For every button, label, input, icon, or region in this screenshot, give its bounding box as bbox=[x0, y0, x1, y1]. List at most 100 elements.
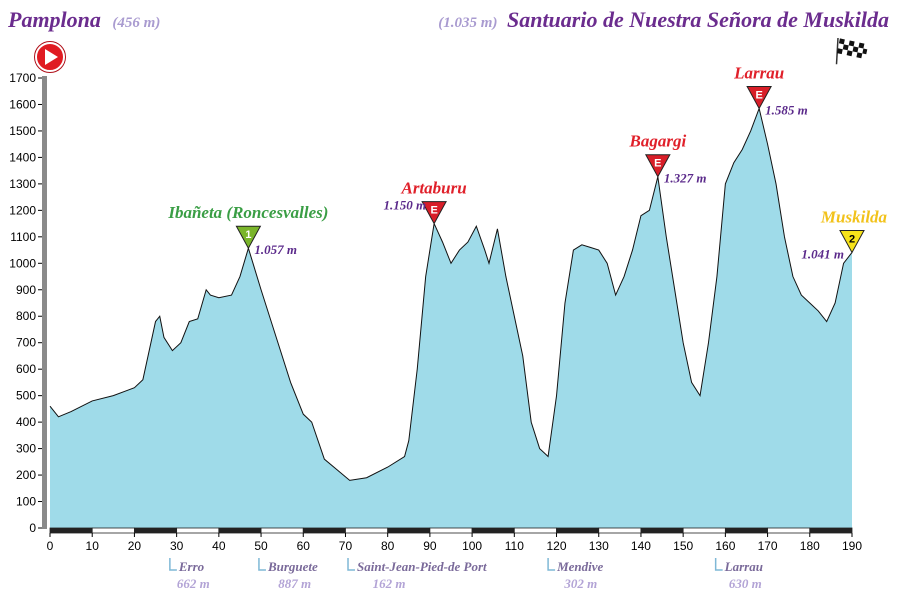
y-tick-label: 500 bbox=[16, 389, 36, 403]
y-tick-label: 1600 bbox=[9, 97, 36, 111]
y-axis-bar bbox=[42, 76, 47, 529]
x-axis-segment bbox=[260, 527, 304, 534]
y-tick-label: 600 bbox=[16, 362, 36, 376]
y-tick-label: 100 bbox=[16, 495, 36, 509]
x-axis-segment bbox=[387, 527, 431, 534]
x-tick-label: 90 bbox=[423, 539, 437, 553]
climb-name: Bagargi bbox=[628, 132, 686, 151]
town-bracket bbox=[714, 558, 723, 571]
climb-elevation: 1.041 m bbox=[801, 246, 844, 261]
x-axis-segment bbox=[176, 527, 220, 534]
x-tick-label: 100 bbox=[462, 539, 482, 553]
x-axis-segment bbox=[767, 527, 811, 534]
x-tick-label: 70 bbox=[339, 539, 353, 553]
town-name: Erro bbox=[178, 559, 205, 574]
climb-category: E bbox=[430, 205, 437, 217]
y-tick-label: 1000 bbox=[9, 256, 36, 270]
town-name: Larrau bbox=[724, 559, 763, 574]
x-tick-label: 190 bbox=[842, 539, 862, 553]
finish-header: (1.035 m) Santuario de Nuestra Señora de… bbox=[438, 7, 889, 32]
climb-name: Larrau bbox=[733, 63, 784, 82]
y-tick-label: 1700 bbox=[9, 71, 36, 85]
town-name: Saint-Jean-Pied-de Port bbox=[357, 559, 487, 574]
x-tick-label: 170 bbox=[758, 539, 778, 553]
x-tick-label: 50 bbox=[254, 539, 268, 553]
y-tick-label: 1300 bbox=[9, 177, 36, 191]
x-axis-segment bbox=[724, 527, 768, 534]
x-tick-label: 160 bbox=[715, 539, 735, 553]
x-axis-segment bbox=[513, 527, 557, 534]
climb-marker bbox=[644, 154, 671, 178]
x-tick-label: 80 bbox=[381, 539, 395, 553]
y-tick-label: 800 bbox=[16, 309, 36, 323]
start-name: Pamplona bbox=[7, 7, 101, 32]
climb-elevation: 1.057 m bbox=[254, 242, 297, 257]
x-axis-segment bbox=[471, 527, 515, 534]
y-tick-label: 400 bbox=[16, 415, 36, 429]
climb-elevation: 1.327 m bbox=[664, 171, 707, 186]
x-tick-label: 140 bbox=[631, 539, 651, 553]
y-tick-label: 1100 bbox=[10, 230, 36, 244]
x-axis-segment bbox=[91, 527, 135, 534]
start-icon bbox=[34, 41, 66, 73]
x-axis-segment bbox=[429, 527, 473, 534]
climb-marker bbox=[746, 85, 772, 110]
x-axis-segment bbox=[682, 527, 726, 534]
y-tick-label: 1400 bbox=[9, 150, 36, 164]
town-elevation: 662 m bbox=[177, 576, 210, 591]
climb-name: Muskilda bbox=[820, 207, 888, 226]
x-axis-segment bbox=[345, 527, 389, 534]
start-header: Pamplona (456 m) bbox=[7, 7, 160, 32]
x-tick-label: 120 bbox=[547, 539, 567, 553]
x-axis-segment bbox=[49, 527, 93, 534]
town-bracket bbox=[547, 558, 556, 571]
town-name: Burguete bbox=[267, 559, 318, 574]
climb-category: 1 bbox=[245, 229, 251, 241]
x-tick-label: 150 bbox=[673, 539, 693, 553]
climb-marker bbox=[235, 225, 262, 250]
climb-category: 2 bbox=[849, 233, 855, 245]
y-tick-label: 900 bbox=[16, 283, 36, 297]
x-tick-label: 180 bbox=[800, 539, 820, 553]
area bbox=[50, 108, 852, 529]
climb-elevation: 1.585 m bbox=[765, 102, 808, 117]
finish-flag bbox=[835, 37, 868, 65]
x-tick-label: 40 bbox=[212, 539, 226, 553]
climb-name: Ibañeta (Roncesvalles) bbox=[167, 203, 328, 222]
y-tick-label: 700 bbox=[16, 336, 36, 350]
town-bracket bbox=[258, 558, 266, 571]
x-tick-label: 130 bbox=[589, 539, 609, 553]
climb-marker bbox=[421, 201, 447, 225]
profile-line bbox=[49, 106, 853, 481]
x-axis-segment bbox=[809, 527, 853, 534]
climb-category: E bbox=[654, 158, 661, 170]
town-name: Mendive bbox=[556, 559, 603, 574]
finish-elevation: (1.035 m) bbox=[438, 15, 497, 31]
y-tick-label: 1500 bbox=[9, 124, 36, 138]
start-elevation: (456 m) bbox=[112, 15, 160, 31]
town-elevation: 302 m bbox=[563, 576, 597, 591]
town-elevation: 630 m bbox=[729, 576, 762, 591]
x-axis-segment bbox=[134, 527, 178, 534]
x-tick-label: 10 bbox=[86, 539, 100, 553]
x-tick-label: 30 bbox=[170, 539, 184, 553]
town-elevation: 162 m bbox=[373, 576, 406, 591]
x-tick-label: 110 bbox=[505, 539, 524, 553]
climb-elevation: 1.150 m bbox=[383, 198, 426, 213]
finish-name: Santuario de Nuestra Señora de Muskilda bbox=[507, 7, 889, 32]
y-tick-label: 1200 bbox=[9, 203, 36, 217]
town-bracket bbox=[169, 558, 177, 571]
climb-category: E bbox=[755, 89, 762, 101]
x-tick-label: 60 bbox=[297, 539, 311, 553]
y-tick-label: 300 bbox=[16, 442, 36, 456]
climb-marker bbox=[839, 229, 865, 254]
x-axis-segment bbox=[598, 527, 642, 534]
x-axis-segment bbox=[556, 527, 600, 534]
x-tick-label: 20 bbox=[128, 539, 142, 553]
town-bracket bbox=[347, 558, 356, 571]
y-tick-label: 200 bbox=[16, 468, 36, 482]
y-tick-label: 0 bbox=[29, 521, 36, 535]
town-elevation: 887 m bbox=[278, 576, 311, 591]
x-axis-segment bbox=[302, 527, 346, 534]
